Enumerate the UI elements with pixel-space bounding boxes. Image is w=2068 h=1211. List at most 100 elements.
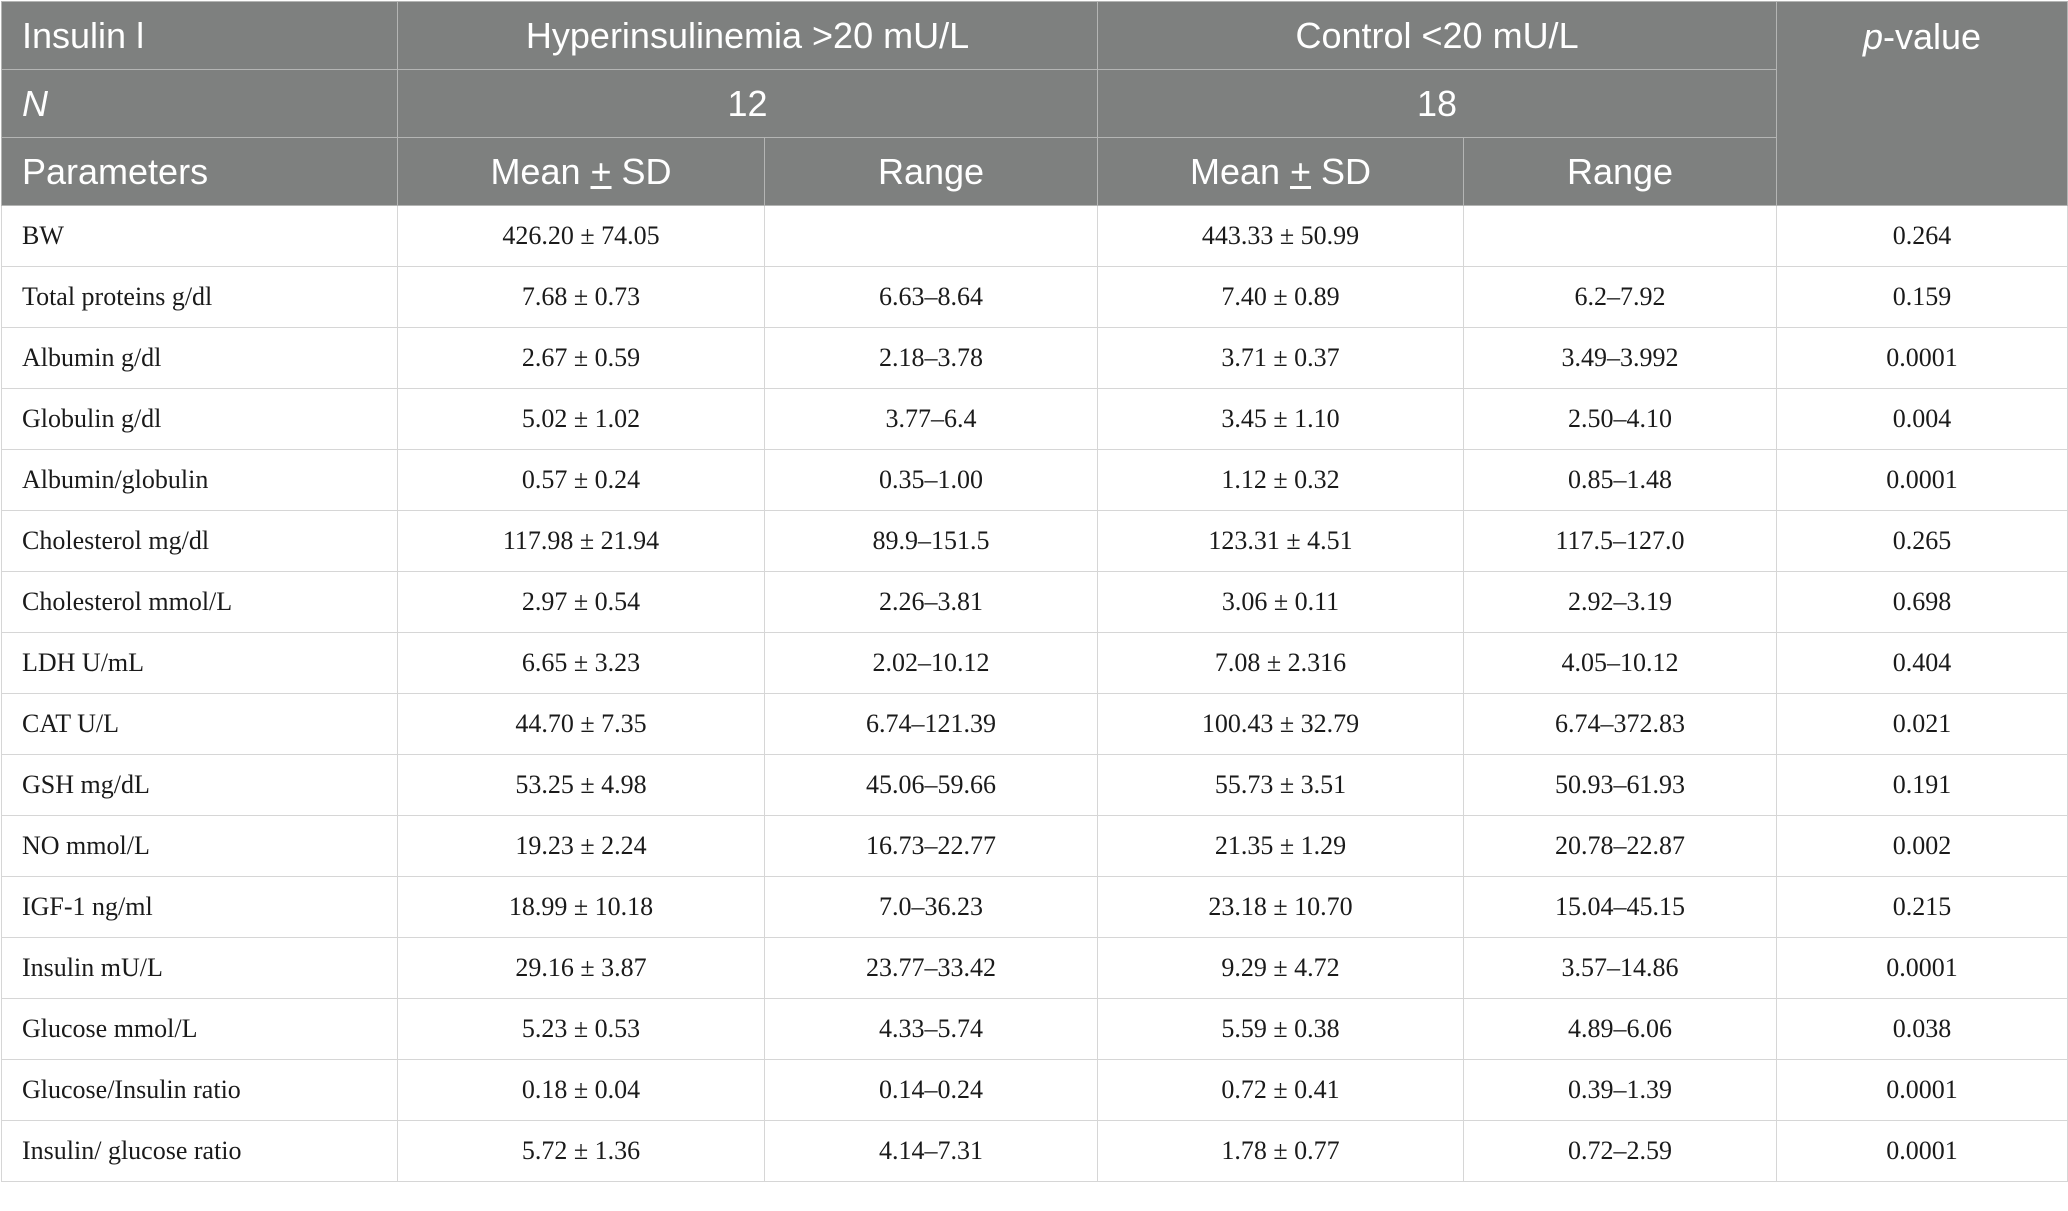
control-mean-cell: 0.72 ± 0.41 xyxy=(1097,1059,1465,1121)
parameter-cell: BW xyxy=(1,205,398,267)
hyper-range-cell: 3.77–6.4 xyxy=(763,388,1099,450)
control-mean-cell: 1.12 ± 0.32 xyxy=(1097,449,1465,511)
table-row: BW 426.20 ± 74.05 443.33 ± 50.99 0.264 xyxy=(1,205,2068,267)
header-row-groups: Insulin l Hyperinsulinemia >20 mU/L Cont… xyxy=(1,1,2068,206)
hyper-range-cell: 2.02–10.12 xyxy=(763,632,1099,694)
parameter-cell: NO mmol/L xyxy=(1,815,398,877)
control-range-cell: 0.85–1.48 xyxy=(1463,449,1778,511)
table-row: IGF-1 ng/ml 18.99 ± 10.18 7.0–36.23 23.18 ±… xyxy=(1,876,2068,938)
hyper-range-cell: 4.33–5.74 xyxy=(763,998,1099,1060)
hyper-range-cell: 7.0–36.23 xyxy=(763,876,1099,938)
control-mean-cell: 3.45 ± 1.10 xyxy=(1097,388,1465,450)
header-control-mean-sd: Mean + SD xyxy=(1097,137,1465,206)
control-mean-cell: 9.29 ± 4.72 xyxy=(1097,937,1465,999)
header-control-group: Control <20 mU/L xyxy=(1097,1,1778,70)
control-mean-cell: 123.31 ± 4.51 xyxy=(1097,510,1465,572)
hyper-range-cell: 23.77–33.42 xyxy=(763,937,1099,999)
p-value-cell: 0.264 xyxy=(1776,205,2068,267)
table-row: CAT U/L 44.70 ± 7.35 6.74–121.39 100.43 ± 3… xyxy=(1,693,2068,755)
p-value-cell: 0.404 xyxy=(1776,632,2068,694)
p-value-cell: 0.021 xyxy=(1776,693,2068,755)
hyper-range-cell: 16.73–22.77 xyxy=(763,815,1099,877)
control-range-cell: 0.39–1.39 xyxy=(1463,1059,1778,1121)
p-value-cell: 0.159 xyxy=(1776,266,2068,328)
hyper-mean-cell: 117.98 ± 21.94 xyxy=(397,510,765,572)
control-range-cell: 2.92–3.19 xyxy=(1463,571,1778,633)
control-range-cell: 3.49–3.992 xyxy=(1463,327,1778,389)
header-row-n: N 12 18 xyxy=(1,69,2068,138)
header-insulin-label: Insulin l xyxy=(1,1,398,70)
table-body: BW 426.20 ± 74.05 443.33 ± 50.99 0.264 Total… xyxy=(1,205,2068,1182)
hyper-mean-cell: 19.23 ± 2.24 xyxy=(397,815,765,877)
plus-minus-symbol: + xyxy=(590,150,612,192)
hyper-range-cell: 4.14–7.31 xyxy=(763,1120,1099,1182)
sd-text: SD xyxy=(1311,150,1372,192)
p-value-cell: 0.0001 xyxy=(1776,1059,2068,1121)
hyper-range-cell: 6.63–8.64 xyxy=(763,266,1099,328)
table-row: Insulin/ glucose ratio 5.72 ± 1.36 4.14–7.… xyxy=(1,1120,2068,1182)
parameter-cell: Cholesterol mg/dl xyxy=(1,510,398,572)
control-range-cell: 6.2–7.92 xyxy=(1463,266,1778,328)
hyper-mean-cell: 6.65 ± 3.23 xyxy=(397,632,765,694)
plus-minus-symbol: + xyxy=(1290,150,1312,192)
control-range-cell: 2.50–4.10 xyxy=(1463,388,1778,450)
p-value-suffix: -value xyxy=(1883,16,1982,57)
p-value-cell: 0.0001 xyxy=(1776,449,2068,511)
p-value-cell: 0.191 xyxy=(1776,754,2068,816)
parameter-cell: Albumin g/dl xyxy=(1,327,398,389)
header-parameters-label: Parameters xyxy=(1,137,398,206)
control-range-cell xyxy=(1463,205,1778,267)
p-value-italic-p: p xyxy=(1862,16,1884,57)
table-row: Globulin g/dl 5.02 ± 1.02 3.77–6.4 3.45 ± 1… xyxy=(1,388,2068,450)
parameter-cell: Cholesterol mmol/L xyxy=(1,571,398,633)
control-range-cell: 4.05–10.12 xyxy=(1463,632,1778,694)
header-hyper-range: Range xyxy=(763,137,1099,206)
control-range-cell: 3.57–14.86 xyxy=(1463,937,1778,999)
control-mean-cell: 443.33 ± 50.99 xyxy=(1097,205,1465,267)
control-range-cell: 15.04–45.15 xyxy=(1463,876,1778,938)
parameter-cell: Globulin g/dl xyxy=(1,388,398,450)
table-row: Insulin mU/L 29.16 ± 3.87 23.77–33.42 9.29 … xyxy=(1,937,2068,999)
control-mean-cell: 7.40 ± 0.89 xyxy=(1097,266,1465,328)
parameter-cell: Insulin mU/L xyxy=(1,937,398,999)
hyper-range-cell: 0.14–0.24 xyxy=(763,1059,1099,1121)
table-row: NO mmol/L 19.23 ± 2.24 16.73–22.77 21.35 ± … xyxy=(1,815,2068,877)
control-mean-cell: 3.06 ± 0.11 xyxy=(1097,571,1465,633)
p-value-cell: 0.0001 xyxy=(1776,937,2068,999)
results-table: Insulin l Hyperinsulinemia >20 mU/L Cont… xyxy=(1,1,2068,1182)
control-mean-cell: 1.78 ± 0.77 xyxy=(1097,1120,1465,1182)
control-mean-cell: 21.35 ± 1.29 xyxy=(1097,815,1465,877)
p-value-cell: 0.0001 xyxy=(1776,1120,2068,1182)
parameter-cell: GSH mg/dL xyxy=(1,754,398,816)
hyper-mean-cell: 2.97 ± 0.54 xyxy=(397,571,765,633)
control-range-cell: 20.78–22.87 xyxy=(1463,815,1778,877)
hyper-mean-cell: 7.68 ± 0.73 xyxy=(397,266,765,328)
table-row: Glucose/Insulin ratio 0.18 ± 0.04 0.14–0.2… xyxy=(1,1059,2068,1121)
hyper-range-cell: 0.35–1.00 xyxy=(763,449,1099,511)
hyper-mean-cell: 53.25 ± 4.98 xyxy=(397,754,765,816)
table-row: Glucose mmol/L 5.23 ± 0.53 4.33–5.74 5.59 ±… xyxy=(1,998,2068,1060)
control-mean-cell: 5.59 ± 0.38 xyxy=(1097,998,1465,1060)
control-range-cell: 0.72–2.59 xyxy=(1463,1120,1778,1182)
parameter-cell: Glucose/Insulin ratio xyxy=(1,1059,398,1121)
hyper-mean-cell: 0.18 ± 0.04 xyxy=(397,1059,765,1121)
p-value-cell: 0.215 xyxy=(1776,876,2068,938)
p-value-cell: 0.0001 xyxy=(1776,327,2068,389)
control-mean-cell: 55.73 ± 3.51 xyxy=(1097,754,1465,816)
control-mean-cell: 100.43 ± 32.79 xyxy=(1097,693,1465,755)
parameter-cell: LDH U/mL xyxy=(1,632,398,694)
mean-text: Mean xyxy=(490,150,591,192)
hyper-range-cell: 6.74–121.39 xyxy=(763,693,1099,755)
mean-text: Mean xyxy=(1189,150,1291,192)
table-row: LDH U/mL 6.65 ± 3.23 2.02–10.12 7.08 ± 2.31… xyxy=(1,632,2068,694)
header-n-label: N xyxy=(1,69,398,138)
p-value-cell: 0.265 xyxy=(1776,510,2068,572)
table-row: Albumin g/dl 2.67 ± 0.59 2.18–3.78 3.71 ± 0… xyxy=(1,327,2068,389)
parameter-cell: CAT U/L xyxy=(1,693,398,755)
hyper-mean-cell: 5.72 ± 1.36 xyxy=(397,1120,765,1182)
hyper-mean-cell: 426.20 ± 74.05 xyxy=(397,205,765,267)
control-range-cell: 4.89–6.06 xyxy=(1463,998,1778,1060)
hyper-mean-cell: 5.23 ± 0.53 xyxy=(397,998,765,1060)
parameter-cell: Total proteins g/dl xyxy=(1,266,398,328)
parameter-cell: Insulin/ glucose ratio xyxy=(1,1120,398,1182)
